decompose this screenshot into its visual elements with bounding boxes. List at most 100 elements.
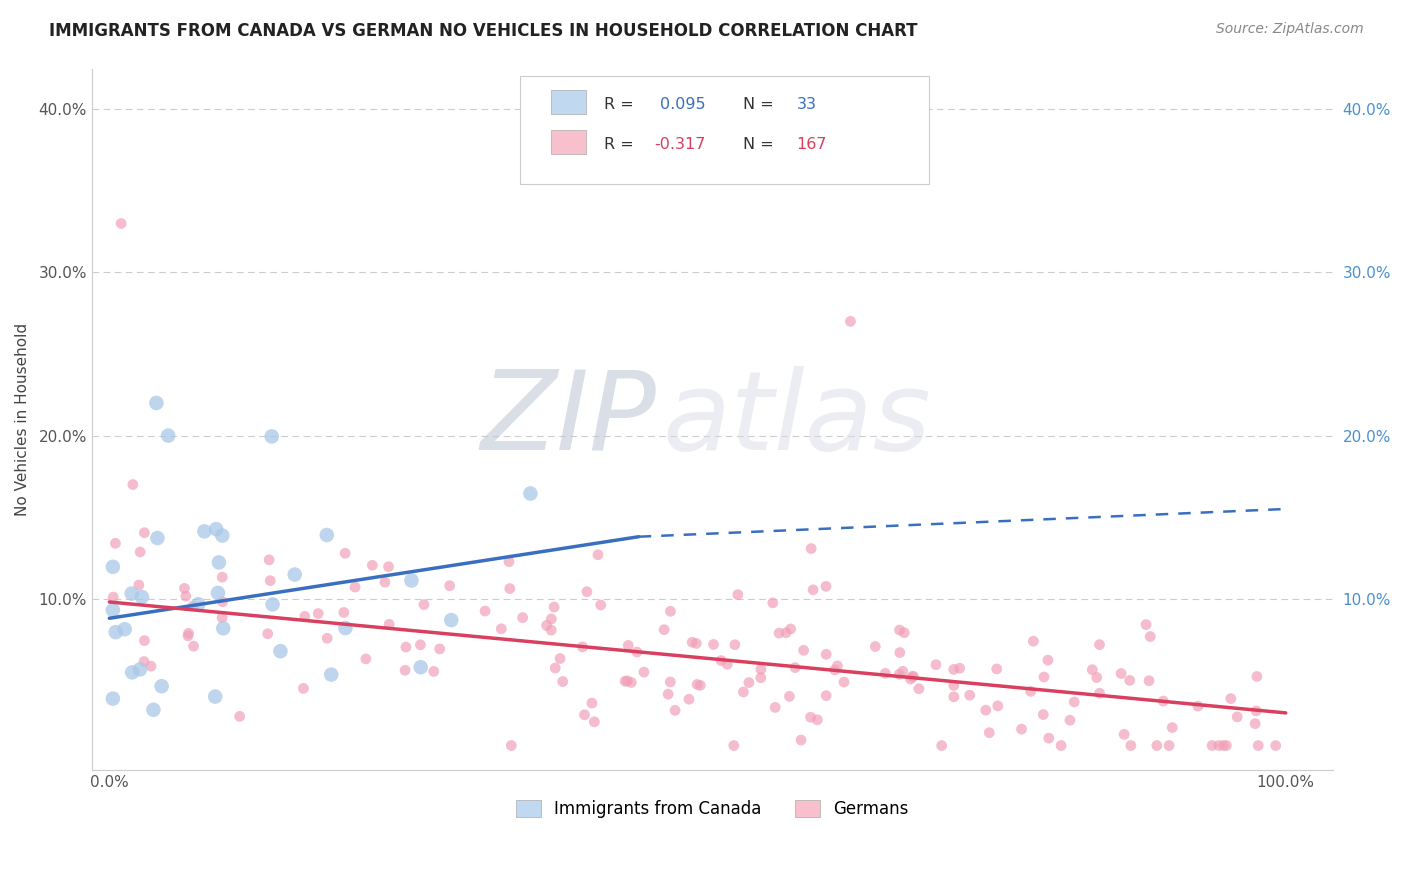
Point xyxy=(806,713,828,727)
Point xyxy=(1032,707,1054,722)
Point xyxy=(685,636,707,650)
Point xyxy=(657,687,679,701)
Point xyxy=(501,739,523,753)
Point xyxy=(536,618,558,632)
Point xyxy=(491,622,513,636)
Text: N =: N = xyxy=(744,137,779,153)
Point xyxy=(889,623,911,637)
Point xyxy=(790,733,813,747)
Point xyxy=(1022,634,1045,648)
FancyBboxPatch shape xyxy=(520,76,929,185)
Point xyxy=(678,692,700,706)
Point xyxy=(208,556,231,570)
Point xyxy=(1085,671,1108,685)
Point xyxy=(157,428,180,442)
Point xyxy=(413,598,436,612)
Point xyxy=(104,625,127,640)
Point xyxy=(1187,699,1209,714)
Point xyxy=(207,586,229,600)
Point xyxy=(738,675,761,690)
Point xyxy=(652,623,675,637)
Point xyxy=(620,675,643,690)
Point xyxy=(316,632,339,646)
Text: Source: ZipAtlas.com: Source: ZipAtlas.com xyxy=(1216,22,1364,37)
Point xyxy=(949,661,972,675)
Point xyxy=(659,675,682,690)
Point xyxy=(581,696,603,710)
Point xyxy=(1109,666,1132,681)
FancyBboxPatch shape xyxy=(551,129,586,154)
Point xyxy=(586,548,609,562)
Point xyxy=(187,597,209,611)
Point xyxy=(626,645,648,659)
Point xyxy=(395,640,418,654)
Point xyxy=(1146,739,1168,753)
Point xyxy=(145,396,167,410)
Point xyxy=(793,643,815,657)
Point xyxy=(335,621,357,635)
Point xyxy=(762,596,785,610)
Point xyxy=(1088,686,1111,700)
Point xyxy=(177,629,200,643)
Point xyxy=(832,675,855,690)
Point xyxy=(429,641,451,656)
Point xyxy=(815,648,838,662)
Point xyxy=(193,524,215,539)
Point xyxy=(321,667,343,681)
Point xyxy=(1081,663,1104,677)
FancyBboxPatch shape xyxy=(551,89,586,114)
Point xyxy=(1033,670,1056,684)
Point xyxy=(987,698,1010,713)
Point xyxy=(891,665,914,679)
Point xyxy=(1246,669,1268,683)
Point xyxy=(423,665,446,679)
Point xyxy=(801,582,824,597)
Point xyxy=(211,570,233,584)
Point xyxy=(778,690,800,704)
Point xyxy=(571,640,593,654)
Text: ZIP: ZIP xyxy=(481,366,657,473)
Point xyxy=(1011,722,1033,736)
Point xyxy=(1152,694,1174,708)
Point xyxy=(394,663,416,677)
Point xyxy=(814,579,837,593)
Point xyxy=(343,580,366,594)
Point xyxy=(440,613,463,627)
Point xyxy=(1161,721,1184,735)
Point xyxy=(1157,739,1180,753)
Point xyxy=(942,662,965,676)
Point xyxy=(142,703,165,717)
Point xyxy=(439,579,461,593)
Point xyxy=(1088,638,1111,652)
Point xyxy=(294,609,316,624)
Text: N =: N = xyxy=(744,96,779,112)
Point xyxy=(617,639,640,653)
Point xyxy=(292,681,315,696)
Point xyxy=(1244,716,1267,731)
Point xyxy=(114,622,136,636)
Point xyxy=(681,635,703,649)
Point xyxy=(177,626,200,640)
Point xyxy=(1201,739,1223,753)
Point xyxy=(205,522,228,536)
Point xyxy=(540,623,562,637)
Text: -0.317: -0.317 xyxy=(654,137,706,153)
Point xyxy=(959,688,981,702)
Text: 167: 167 xyxy=(797,137,827,153)
Point xyxy=(211,528,233,542)
Point xyxy=(101,603,124,617)
Point xyxy=(749,662,772,676)
Point xyxy=(132,655,155,669)
Point xyxy=(889,646,911,660)
Point xyxy=(101,691,124,706)
Text: 0.095: 0.095 xyxy=(659,96,706,112)
Point xyxy=(228,709,250,723)
Point xyxy=(1019,684,1042,698)
Point xyxy=(101,559,124,574)
Point xyxy=(733,685,755,699)
Point xyxy=(134,633,156,648)
Point xyxy=(900,672,922,686)
Point xyxy=(129,545,152,559)
Text: 33: 33 xyxy=(797,96,817,112)
Point xyxy=(1215,739,1237,753)
